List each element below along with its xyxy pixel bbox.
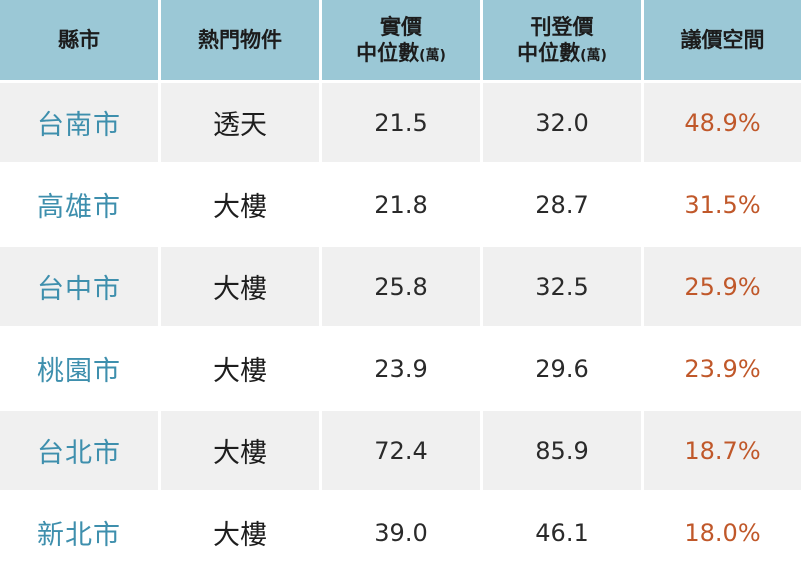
property-type-cell: 大樓 <box>161 411 319 490</box>
county-cell: 高雄市 <box>0 165 158 244</box>
listed-price-cell: 28.7 <box>483 165 641 244</box>
actual-price-cell: 23.9 <box>322 329 480 408</box>
bargain-space-cell: 48.9% <box>644 83 801 162</box>
actual-price-cell: 39.0 <box>322 493 480 572</box>
county-cell: 台南市 <box>0 83 158 162</box>
property-type-cell: 大樓 <box>161 247 319 326</box>
bargain-space-cell: 25.9% <box>644 247 801 326</box>
actual-price-cell: 21.5 <box>322 83 480 162</box>
header-bargain-space-label: 議價空間 <box>680 27 765 52</box>
actual-price-cell: 21.8 <box>322 165 480 244</box>
listed-price-cell: 32.0 <box>483 83 641 162</box>
header-actual-price-median: 中位數 <box>356 41 420 65</box>
header-hot-property: 熱門物件 <box>161 0 319 80</box>
header-bargain-space: 議價空間 <box>644 0 801 80</box>
property-type-cell: 大樓 <box>161 329 319 408</box>
bargain-space-cell: 23.9% <box>644 329 801 408</box>
bargain-space-cell: 18.0% <box>644 493 801 572</box>
listed-price-cell: 46.1 <box>483 493 641 572</box>
header-county-label: 縣市 <box>58 27 100 52</box>
listed-price-cell: 29.6 <box>483 329 641 408</box>
header-actual-price: 實價 中位數(萬) <box>322 0 480 80</box>
listed-price-cell: 32.5 <box>483 247 641 326</box>
header-listed-price-unit: (萬) <box>580 48 607 64</box>
header-actual-price-line1: 實價 <box>380 14 422 39</box>
bargain-space-cell: 18.7% <box>644 411 801 490</box>
header-listed-price: 刊登價 中位數(萬) <box>483 0 641 80</box>
property-type-cell: 大樓 <box>161 493 319 572</box>
bargain-space-cell: 31.5% <box>644 165 801 244</box>
header-listed-price-line1: 刊登價 <box>530 14 594 39</box>
county-cell: 台中市 <box>0 247 158 326</box>
property-type-cell: 大樓 <box>161 165 319 244</box>
property-type-cell: 透天 <box>161 83 319 162</box>
header-actual-price-line2: 中位數(萬) <box>356 40 446 66</box>
header-actual-price-unit: (萬) <box>419 48 446 64</box>
county-cell: 新北市 <box>0 493 158 572</box>
header-listed-price-median: 中位數 <box>517 41 581 65</box>
actual-price-cell: 72.4 <box>322 411 480 490</box>
county-cell: 台北市 <box>0 411 158 490</box>
actual-price-cell: 25.8 <box>322 247 480 326</box>
listed-price-cell: 85.9 <box>483 411 641 490</box>
header-listed-price-line2: 中位數(萬) <box>517 40 607 66</box>
header-hot-property-label: 熱門物件 <box>198 27 282 52</box>
header-county: 縣市 <box>0 0 158 80</box>
county-cell: 桃園市 <box>0 329 158 408</box>
